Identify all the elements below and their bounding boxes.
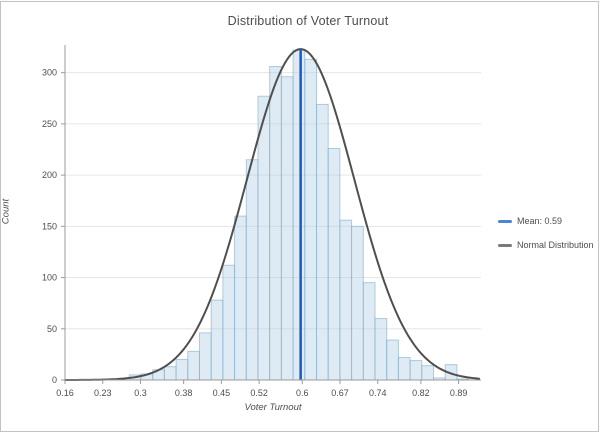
histogram-bar[interactable] xyxy=(245,159,259,381)
histogram-bar[interactable] xyxy=(292,49,306,381)
y-tick-label: 250 xyxy=(42,119,57,129)
legend-item-mean: Mean: 0.59 xyxy=(498,216,594,226)
x-tick-label: 0.67 xyxy=(331,388,349,398)
histogram-bar[interactable] xyxy=(163,366,177,381)
histogram-bar[interactable] xyxy=(175,359,189,381)
y-axis-title: Count xyxy=(0,198,12,225)
x-tick-label: 0.16 xyxy=(56,388,74,398)
histogram-bar[interactable] xyxy=(409,360,423,381)
mean-line-swatch-icon xyxy=(498,219,512,223)
y-tick-label: 0 xyxy=(52,375,57,385)
histogram-bar[interactable] xyxy=(315,103,329,381)
x-tick-label: 0.89 xyxy=(450,388,468,398)
histogram-bar[interactable] xyxy=(269,66,282,381)
legend-item-normal-distribution: Normal Distribution xyxy=(498,240,594,250)
legend: Mean: 0.59 Normal Distribution xyxy=(498,216,594,250)
histogram-bar[interactable] xyxy=(397,356,411,381)
x-tick-label: 0.82 xyxy=(412,388,430,398)
legend-label-mean: Mean: 0.59 xyxy=(517,216,563,226)
histogram-bar[interactable] xyxy=(374,318,388,381)
histogram-bar[interactable] xyxy=(327,147,341,381)
y-tick-label: 100 xyxy=(42,273,57,283)
x-tick-label: 0.45 xyxy=(213,388,231,398)
histogram-bar[interactable] xyxy=(222,264,236,381)
histogram-bar[interactable] xyxy=(339,219,353,381)
histogram-bar[interactable] xyxy=(421,365,434,381)
histogram-bar[interactable] xyxy=(304,58,317,381)
x-tick-label: 0.52 xyxy=(250,388,268,398)
histogram-bar[interactable] xyxy=(257,95,271,381)
normal-distribution-curve xyxy=(64,48,481,381)
y-tick-label: 200 xyxy=(42,170,57,180)
x-tick-label: 0.23 xyxy=(94,388,112,398)
histogram-bar[interactable] xyxy=(351,225,364,381)
y-tick-label: 300 xyxy=(42,68,57,78)
normal-curve-swatch-icon xyxy=(498,243,512,247)
x-tick-label: 0.38 xyxy=(175,388,193,398)
y-tick-label: 150 xyxy=(42,221,57,231)
y-tick-label: 50 xyxy=(47,324,57,334)
histogram-bar[interactable] xyxy=(198,332,212,381)
x-tick-label: 0.6 xyxy=(296,388,309,398)
x-tick-label: 0.74 xyxy=(369,388,387,398)
x-tick-label: 0.3 xyxy=(134,388,147,398)
histogram-bar[interactable] xyxy=(386,339,399,381)
x-axis-title: Voter Turnout xyxy=(244,402,302,413)
histogram-bar[interactable] xyxy=(280,76,294,381)
histogram-bar[interactable] xyxy=(210,299,224,381)
legend-label-normal-distribution: Normal Distribution xyxy=(517,240,594,250)
histogram-bar[interactable] xyxy=(234,215,247,381)
histogram-bar[interactable] xyxy=(187,350,200,381)
histogram-bar[interactable] xyxy=(362,282,376,381)
chart-title: Distribution of Voter Turnout xyxy=(227,14,389,28)
